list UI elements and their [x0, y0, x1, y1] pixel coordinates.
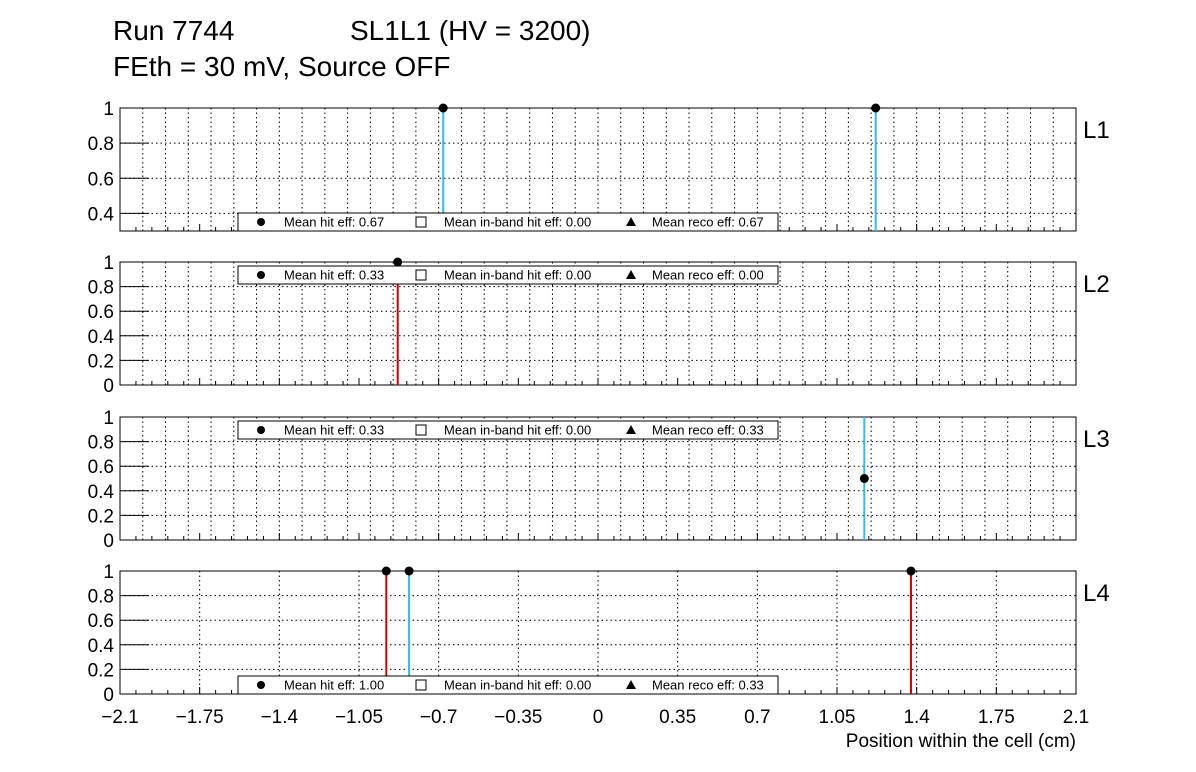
data-point	[381, 566, 391, 576]
y-tick-label: 0	[103, 685, 114, 706]
y-tick-label: 0.6	[88, 611, 114, 632]
legend-entry-hit: Mean hit eff: 0.33	[284, 423, 384, 438]
panel-label: L1	[1083, 117, 1110, 144]
legend-marker-triangle	[626, 425, 636, 434]
legend-entry-inband: Mean in-band hit eff: 0.00	[444, 423, 591, 438]
panel-frame	[119, 261, 1077, 386]
x-tick-label: 0	[593, 707, 604, 728]
legend-marker-triangle	[626, 217, 636, 226]
legend-marker-circle	[257, 426, 265, 434]
legend-entry-inband: Mean in-band hit eff: 0.00	[444, 215, 591, 230]
legend-marker-circle	[257, 271, 265, 279]
y-tick-label: 0.8	[88, 134, 114, 155]
x-tick-label: −1.4	[261, 707, 299, 728]
legend-entry-hit: Mean hit eff: 1.00	[284, 678, 384, 693]
legend-entry-inband: Mean in-band hit eff: 0.00	[444, 678, 591, 693]
legend-marker-triangle	[626, 270, 636, 279]
title-threshold: FEth = 30 mV, Source OFF	[113, 51, 451, 82]
y-tick-label: 0.4	[88, 482, 115, 503]
x-tick-label: 0.35	[659, 707, 696, 728]
legend-entry-hit: Mean hit eff: 0.67	[284, 215, 384, 230]
title-chamber: SL1L1 (HV = 3200)	[350, 15, 591, 46]
legend-entry-reco: Mean reco eff: 0.33	[652, 423, 764, 438]
x-tick-label: 2.1	[1063, 707, 1089, 728]
legend-marker-square	[415, 679, 427, 691]
y-tick-label: 1	[103, 408, 114, 429]
x-tick-label: 1.4	[903, 707, 930, 728]
legend-box	[237, 212, 779, 232]
legend-entry-reco: Mean reco eff: 0.00	[652, 268, 764, 283]
x-tick-label: −0.35	[494, 707, 542, 728]
x-axis-title: Position within the cell (cm)	[846, 731, 1076, 752]
data-point	[906, 566, 916, 576]
legend-marker-circle	[257, 681, 265, 689]
y-tick-label: 0	[103, 531, 114, 552]
y-tick-label: 0.8	[88, 433, 114, 454]
y-tick-label: 0.4	[88, 327, 115, 348]
legend-entry-hit: Mean hit eff: 0.33	[284, 268, 384, 283]
data-point	[404, 566, 414, 576]
legend-entry-inband: Mean in-band hit eff: 0.00	[444, 268, 591, 283]
y-tick-label: 0.4	[88, 204, 115, 225]
x-tick-label: −2.1	[101, 707, 139, 728]
panel-label: L4	[1083, 580, 1110, 607]
y-tick-label: 0	[103, 376, 114, 397]
legend-marker-square	[415, 269, 427, 281]
panel-label: L3	[1083, 426, 1110, 453]
y-tick-label: 0.2	[88, 660, 114, 681]
y-tick-label: 0.2	[88, 351, 114, 372]
y-tick-label: 1	[103, 562, 114, 583]
y-tick-label: 0.6	[88, 169, 114, 190]
x-tick-label: 1.05	[819, 707, 856, 728]
data-point	[871, 103, 881, 113]
y-tick-label: 1	[103, 99, 114, 120]
y-tick-label: 0.6	[88, 302, 114, 323]
legend-marker-circle	[257, 218, 265, 226]
x-tick-label: −0.7	[420, 707, 458, 728]
data-point	[438, 103, 448, 113]
y-tick-label: 0.6	[88, 457, 114, 478]
legend-entry-reco: Mean reco eff: 0.67	[652, 215, 764, 230]
y-tick-label: 0.8	[88, 278, 114, 299]
data-point	[859, 474, 869, 483]
panel-frame	[119, 416, 1077, 541]
x-tick-label: 1.75	[978, 707, 1015, 728]
x-tick-label: −1.75	[176, 707, 224, 728]
y-tick-label: 1	[103, 253, 114, 274]
y-tick-label: 0.8	[88, 587, 114, 608]
title-run: Run 7744	[113, 15, 235, 46]
x-tick-label: 0.7	[744, 707, 770, 728]
y-tick-label: 0.2	[88, 506, 114, 527]
panel-label: L2	[1083, 271, 1110, 298]
legend-marker-triangle	[626, 680, 636, 689]
legend-box	[237, 265, 779, 285]
legend-box	[237, 420, 779, 440]
legend-marker-square	[415, 216, 427, 228]
data-point	[393, 257, 403, 267]
x-tick-label: −1.05	[335, 707, 383, 728]
legend-box	[237, 675, 779, 695]
y-tick-label: 0.4	[88, 636, 115, 657]
legend-marker-square	[415, 424, 427, 436]
legend-entry-reco: Mean reco eff: 0.33	[652, 678, 764, 693]
